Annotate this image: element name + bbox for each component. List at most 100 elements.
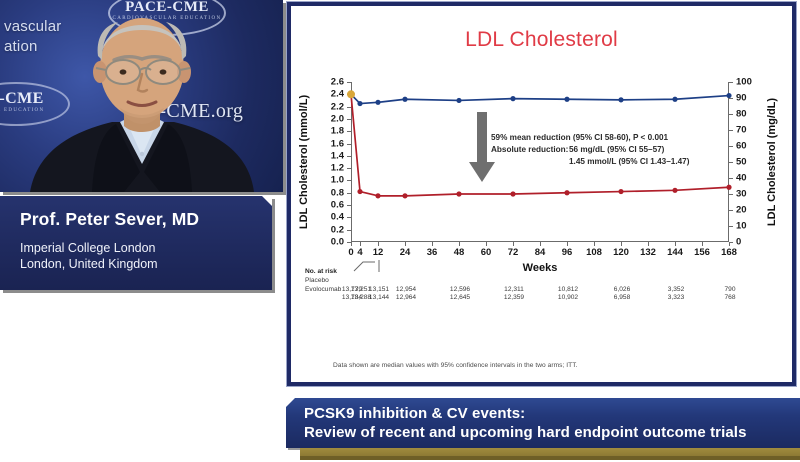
backdrop-website-text: F-CME.org xyxy=(148,100,244,122)
annotation-line-3: 1.45 mmol/L (95% CI 1.43–1.47) xyxy=(569,157,690,166)
chart-series-layer xyxy=(347,90,732,199)
y-tick-label-left: 1.6 xyxy=(330,138,344,150)
risk-bracket-icon xyxy=(353,260,380,272)
banner-gold-shadow xyxy=(300,456,800,460)
chart-title: LDL Cholesterol xyxy=(465,28,618,51)
risk-value: 13,779 xyxy=(341,285,363,293)
pace-cme-logo-left-text: E-CME xyxy=(0,90,44,107)
risk-value: 12,596 xyxy=(449,285,471,293)
x-tick-label: 120 xyxy=(613,247,629,258)
y-tick-left xyxy=(347,143,351,145)
x-tick xyxy=(567,242,568,246)
presenter-video[interactable]: vascular ation PACE-CME CARDIOVASCULAR E… xyxy=(0,0,283,192)
data-point-placebo xyxy=(510,96,516,102)
data-point-placebo xyxy=(618,97,624,103)
banner-title-line-2: Review of recent and upcoming hard endpo… xyxy=(304,424,747,441)
pace-cme-logo-top-text: PACE-CME xyxy=(125,0,209,15)
y-tick-left xyxy=(347,106,351,108)
title-banner: PCSK9 inhibition & CV events: Review of … xyxy=(286,398,800,448)
x-tick-label: 72 xyxy=(507,247,519,258)
presenter-name: Prof. Peter Sever, MD xyxy=(20,209,200,229)
y-tick-left xyxy=(347,82,351,83)
y-tick-left xyxy=(347,229,351,231)
x-tick-label: 132 xyxy=(640,247,656,258)
series-line-evolocumab xyxy=(351,94,729,196)
presentation-slide[interactable]: LDL Cholesterol LDL Cholesterol (mmol/L)… xyxy=(286,1,797,387)
reduction-annotation: 59% mean reduction (95% CI 58-60), P < 0… xyxy=(491,132,689,168)
y-axis-label-right: LDL Cholesterol (mg/dL) xyxy=(765,82,779,242)
data-point-evolocumab xyxy=(357,188,363,195)
y-tick-right xyxy=(729,162,733,163)
y-tick-right xyxy=(729,226,733,227)
y-tick-label-left: 1.4 xyxy=(330,150,344,162)
x-tick-label: 0 xyxy=(348,247,354,258)
x-axis-line xyxy=(351,241,729,242)
data-point-evolocumab xyxy=(456,191,462,197)
y-tick-label-left: 0.8 xyxy=(330,187,344,199)
data-point-evolocumab xyxy=(564,190,570,196)
pace-cme-logo-top-subtext: CARDIOVASCULAR EDUCATION xyxy=(112,16,222,21)
data-point-placebo xyxy=(375,99,381,105)
risk-value: 3,352 xyxy=(667,285,685,293)
x-tick-label: 48 xyxy=(453,247,465,258)
x-tick-label: 12 xyxy=(372,247,384,258)
y-tick-label-left: 2.6 xyxy=(330,76,344,88)
data-point-evolocumab xyxy=(402,193,408,199)
x-tick xyxy=(432,242,433,246)
x-tick xyxy=(513,242,514,246)
risk-arm-label: Evolocumab xyxy=(305,285,342,293)
chart-plot-area: 0.0 0.2 0.4 0.6 0.8 1.0 1.2 1.4 1.6 1.8 2.0 2.2 2.4 2… xyxy=(331,77,752,259)
x-tick-label: 156 xyxy=(694,247,710,258)
y-tick-right xyxy=(729,178,733,179)
y-tick-label-left: 0.2 xyxy=(330,224,344,236)
risk-value: 13,251 xyxy=(350,285,372,293)
x-tick xyxy=(540,242,541,246)
banner-gold-bar xyxy=(300,448,800,456)
x-tick-label: 108 xyxy=(586,247,602,258)
data-point-evolocumab xyxy=(726,184,732,190)
title-banner-wrapper: PCSK9 inhibition & CV events: Review of … xyxy=(278,392,800,462)
risk-value: 6,026 xyxy=(613,285,631,293)
annotation-line-2: Absolute reduction:56 mg/dL (95% CI 55–5… xyxy=(491,144,689,156)
series-line-placebo xyxy=(351,94,729,103)
y-tick-right xyxy=(729,242,733,243)
number-at-risk-caption: No. at risk xyxy=(305,268,337,275)
x-tick xyxy=(486,242,487,246)
y-tick-label-right: 60 xyxy=(736,140,747,152)
y-tick-left xyxy=(347,118,351,120)
x-tick xyxy=(405,242,406,246)
x-tick-label: 4 xyxy=(357,247,363,258)
y-tick-label-right: 10 xyxy=(736,220,747,232)
y-tick-label-left: 2.2 xyxy=(330,101,344,113)
x-tick xyxy=(459,242,460,246)
y-tick-label-right: 0 xyxy=(736,236,742,248)
y-tick-label-left: 1.2 xyxy=(330,162,344,174)
risk-value: 12,964 xyxy=(395,294,417,302)
risk-table-row: Evolocumab 13,784 13,288 13,144 12,964 12,645… xyxy=(305,285,736,301)
presenter-location: London, United Kingdom xyxy=(20,256,158,271)
y-axis-label-left: LDL Cholesterol (mmol/L) xyxy=(297,82,311,242)
y-tick-left xyxy=(347,180,351,182)
y-tick-right xyxy=(729,130,733,131)
y-tick-label-right: 90 xyxy=(736,92,747,104)
y-tick-label-left: 1.0 xyxy=(330,174,344,186)
y-tick-label-right: 100 xyxy=(736,76,752,88)
pace-cme-logo-left-subtext: LAR EDUCATION xyxy=(0,108,45,113)
y-tick-left xyxy=(347,217,351,219)
risk-value: 6,958 xyxy=(613,294,631,302)
data-point-evolocumab xyxy=(672,187,678,193)
y-tick-left xyxy=(347,155,351,157)
data-point-placebo xyxy=(726,92,732,99)
risk-table-grid: Placebo 13,779 13,251 13,151 12,954 12,596 12,… xyxy=(305,277,736,301)
annotation-line-1: 59% mean reduction (95% CI 58-60), P < 0… xyxy=(491,133,669,142)
x-tick-label: 84 xyxy=(534,247,546,258)
x-tick xyxy=(729,242,730,246)
y-tick-label-left: 0.0 xyxy=(330,236,344,248)
x-tick-label: 96 xyxy=(561,247,573,258)
data-point-evolocumab xyxy=(510,191,516,197)
data-point-evolocumab xyxy=(618,188,624,195)
x-tick xyxy=(360,242,361,246)
data-point-placebo xyxy=(456,97,462,104)
y-tick-left xyxy=(347,205,351,207)
x-tick-label: 60 xyxy=(480,247,492,258)
